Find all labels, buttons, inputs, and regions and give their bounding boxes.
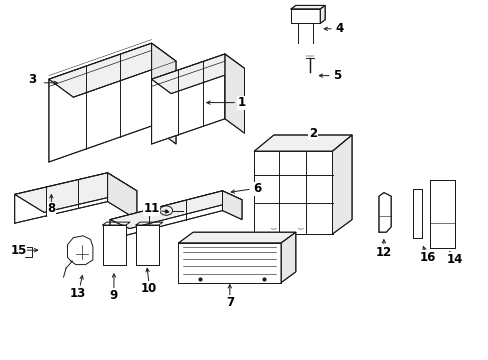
Polygon shape <box>332 135 351 234</box>
Polygon shape <box>102 225 126 265</box>
Text: 5: 5 <box>333 69 341 82</box>
Text: 15: 15 <box>10 244 27 257</box>
Polygon shape <box>110 191 242 229</box>
Text: 9: 9 <box>110 289 118 302</box>
Text: 10: 10 <box>141 282 157 294</box>
Polygon shape <box>178 243 281 283</box>
Text: 7: 7 <box>225 296 233 309</box>
Polygon shape <box>67 236 93 265</box>
Polygon shape <box>15 173 137 212</box>
Text: 1: 1 <box>238 96 245 109</box>
Text: 2: 2 <box>308 127 316 140</box>
Polygon shape <box>281 232 295 283</box>
Polygon shape <box>178 232 295 243</box>
Polygon shape <box>151 54 224 144</box>
Polygon shape <box>224 54 244 133</box>
Polygon shape <box>107 173 137 220</box>
Text: 12: 12 <box>375 246 391 258</box>
Text: 8: 8 <box>47 202 55 215</box>
Text: 14: 14 <box>446 253 462 266</box>
Polygon shape <box>378 193 390 232</box>
Text: 4: 4 <box>335 22 343 35</box>
Polygon shape <box>254 135 351 151</box>
Polygon shape <box>412 189 421 238</box>
Text: 11: 11 <box>143 202 160 215</box>
Polygon shape <box>429 180 454 248</box>
Polygon shape <box>49 43 151 162</box>
Polygon shape <box>290 9 320 23</box>
Polygon shape <box>222 191 242 220</box>
Text: 16: 16 <box>419 251 435 264</box>
Polygon shape <box>254 151 332 234</box>
Polygon shape <box>136 225 159 265</box>
Text: 6: 6 <box>253 183 261 195</box>
Polygon shape <box>290 5 325 9</box>
Text: 3: 3 <box>28 73 36 86</box>
Polygon shape <box>49 43 176 97</box>
Polygon shape <box>151 54 244 94</box>
Polygon shape <box>151 43 176 144</box>
Polygon shape <box>15 173 107 223</box>
Text: 13: 13 <box>70 287 86 300</box>
Polygon shape <box>320 5 325 23</box>
Polygon shape <box>110 191 222 239</box>
